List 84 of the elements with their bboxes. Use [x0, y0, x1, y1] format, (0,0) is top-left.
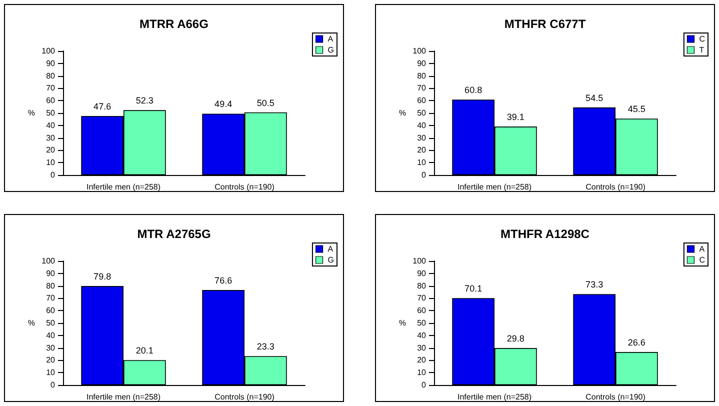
y-tick-label: 10: [417, 158, 427, 168]
y-tick-label: 40: [417, 330, 427, 340]
y-tick-label: 50: [46, 318, 56, 328]
data-label: 23.3: [256, 342, 274, 352]
y-tick-label: 70: [46, 84, 56, 93]
y-tick-label: 90: [46, 58, 56, 68]
y-tick-label: 80: [46, 71, 56, 80]
data-label: 45.5: [628, 104, 646, 114]
legend-label: G: [328, 256, 334, 264]
y-tick-label: 80: [46, 281, 56, 290]
y-tick-label: 20: [417, 146, 427, 155]
y-axis-title: %: [398, 108, 406, 118]
legend-label: T: [699, 46, 704, 54]
y-tick-label: 10: [46, 158, 56, 168]
y-tick-label: 20: [417, 356, 427, 365]
legend-label: G: [328, 46, 334, 54]
x-tick-label: Infertile men (n=258): [86, 392, 161, 402]
y-tick-label: 60: [46, 96, 56, 106]
x-tick-label: Infertile men (n=258): [86, 182, 161, 192]
x-tick-label: Controls (n=190): [586, 392, 646, 402]
legend-label: A: [328, 244, 334, 254]
y-tick-label: 40: [46, 330, 56, 340]
y-tick-label: 90: [417, 58, 427, 68]
data-label: 54.5: [586, 92, 604, 103]
y-axis-title: %: [28, 108, 35, 118]
chart-title: MTRR A66G: [140, 17, 208, 31]
y-tick-label: 50: [46, 108, 56, 118]
y-tick-label: 30: [46, 343, 56, 352]
y-tick-label: 0: [422, 380, 427, 390]
chart-title: MTHFR A1298C: [500, 227, 590, 241]
y-tick-label: 10: [46, 368, 56, 378]
y-tick-label: 20: [46, 356, 56, 365]
data-label: 73.3: [586, 280, 604, 290]
x-tick-label: Infertile men (n=258): [457, 182, 532, 192]
y-tick-label: 60: [417, 306, 427, 316]
y-tick-label: 100: [42, 256, 56, 266]
y-tick-label: 10: [417, 368, 427, 378]
y-tick-label: 0: [50, 380, 56, 390]
y-tick-label: 100: [42, 46, 56, 56]
y-tick-label: 20: [46, 146, 56, 155]
data-label: 79.8: [94, 272, 112, 282]
data-label: 20.1: [136, 346, 154, 356]
y-tick-label: 90: [417, 268, 427, 278]
x-tick-label: Controls (n=190): [214, 182, 275, 192]
data-label: 76.6: [214, 276, 232, 286]
data-label: 26.6: [628, 338, 646, 348]
x-tick-label: Controls (n=190): [214, 392, 275, 402]
y-tick-label: 80: [417, 71, 427, 80]
y-tick-label: 90: [46, 268, 56, 278]
y-axis-title: %: [28, 318, 35, 328]
data-label: 52.3: [136, 96, 154, 106]
y-tick-label: 60: [46, 306, 56, 316]
y-tick-label: 70: [417, 294, 427, 303]
y-tick-label: 0: [50, 170, 56, 180]
y-tick-label: 30: [417, 343, 427, 352]
y-axis-title: %: [398, 318, 406, 328]
data-label: 29.8: [506, 334, 524, 344]
data-label: 60.8: [464, 85, 482, 96]
legend-label: A: [328, 34, 334, 44]
y-tick-label: 30: [46, 133, 56, 142]
y-tick-label: 50: [417, 108, 427, 118]
y-tick-label: 80: [417, 281, 427, 290]
data-label: 70.1: [464, 284, 482, 294]
x-tick-label: Infertile men (n=258): [457, 392, 532, 402]
y-tick-label: 100: [412, 46, 427, 56]
chart-title: MTHFR C677T: [504, 17, 586, 31]
y-tick-label: 60: [417, 96, 427, 106]
legend-label: A: [699, 244, 706, 254]
y-tick-label: 70: [417, 84, 427, 93]
data-label: 39.1: [506, 112, 524, 122]
chart-title: MTR A2765G: [137, 227, 211, 241]
legend-label: C: [699, 34, 706, 44]
y-tick-label: 70: [46, 294, 56, 303]
y-tick-label: 0: [422, 170, 427, 180]
data-label: 49.4: [214, 99, 232, 110]
x-tick-label: Controls (n=190): [586, 182, 646, 192]
y-tick-label: 40: [417, 120, 427, 130]
legend-label: C: [699, 256, 706, 264]
data-label: 50.5: [256, 98, 274, 108]
y-tick-label: 40: [46, 120, 56, 130]
data-label: 47.6: [94, 101, 112, 112]
y-tick-label: 100: [412, 256, 427, 266]
y-tick-label: 50: [417, 318, 427, 328]
y-tick-label: 30: [417, 133, 427, 142]
